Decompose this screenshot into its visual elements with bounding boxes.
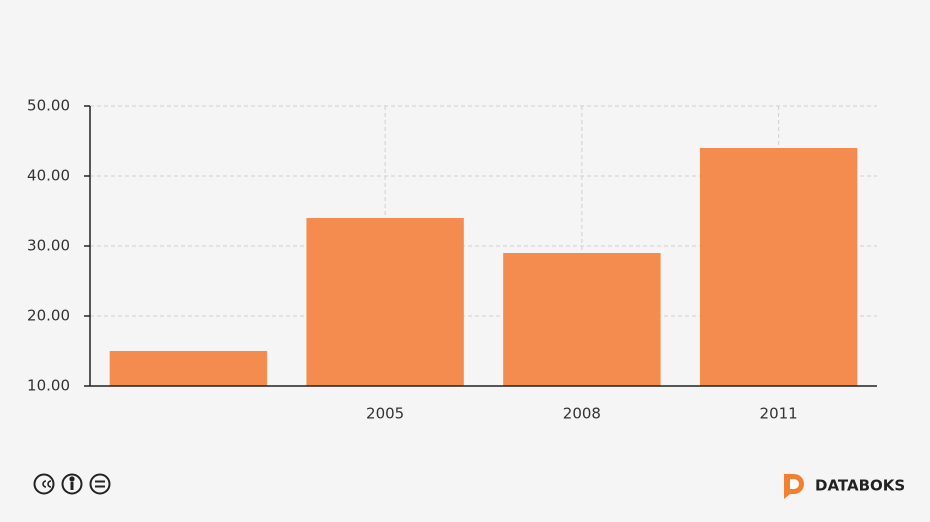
bar	[699, 148, 858, 386]
bar	[109, 351, 268, 386]
x-tick-label: 2008	[563, 405, 601, 423]
x-tick-label: 2005	[366, 405, 404, 423]
y-tick-label: 50.00	[27, 97, 70, 115]
x-tick-label: 2011	[760, 405, 798, 423]
brand-name: DATABOKS	[815, 477, 905, 495]
license-icons	[33, 473, 111, 495]
bar	[503, 253, 661, 386]
y-tick-label: 10.00	[27, 377, 70, 395]
brand-logo	[784, 474, 804, 499]
y-tick-label: 40.00	[27, 167, 70, 185]
bar	[306, 218, 464, 386]
y-tick-label: 20.00	[27, 307, 70, 325]
y-tick-label: 30.00	[27, 237, 70, 255]
